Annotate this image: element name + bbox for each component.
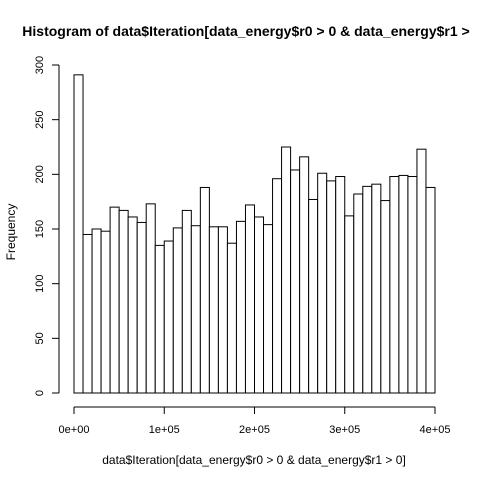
histogram-bar [371, 183, 382, 394]
x-axis: 0e+00 1e+05 2e+05 3e+05 4e+05 [59, 406, 451, 436]
histogram-bar [425, 186, 436, 394]
histogram-bar [100, 230, 111, 394]
histogram-bar [263, 224, 274, 394]
histogram-bar [380, 200, 391, 394]
x-tick-label: 1e+05 [149, 424, 180, 436]
histogram-bar [344, 215, 355, 394]
histogram-bar [127, 216, 138, 394]
histogram-bar [199, 186, 210, 394]
histogram-bar [353, 193, 364, 394]
histogram-bar [82, 233, 93, 394]
x-tick-label: 3e+05 [329, 424, 360, 436]
histogram-bar [335, 176, 346, 394]
y-axis: 0 50 100 150 200 250 300 [34, 56, 60, 396]
histogram-bar [172, 227, 183, 394]
histogram-bar [290, 169, 301, 394]
histogram-bar [398, 174, 409, 394]
histogram-bar [407, 176, 418, 394]
y-tick-label: 50 [34, 332, 46, 344]
histogram-bar [299, 156, 310, 394]
y-tick-label: 0 [34, 390, 46, 396]
y-tick-label: 250 [34, 110, 46, 128]
y-tick-label: 300 [34, 56, 46, 74]
y-axis-label: Frequency [4, 204, 18, 261]
histogram-bar [145, 203, 156, 394]
histogram-bar [217, 226, 228, 394]
histogram-bar [308, 198, 319, 394]
x-tick-label: 2e+05 [239, 424, 270, 436]
histogram-bar [389, 176, 400, 394]
histogram-bar [163, 240, 174, 394]
histogram-bar [326, 180, 337, 394]
histogram-bar [181, 209, 192, 394]
histogram-bar [235, 220, 246, 394]
histogram-bar [226, 242, 237, 394]
histogram-bar [272, 178, 283, 394]
histogram-bar [73, 74, 84, 394]
histogram-bar [244, 204, 256, 394]
x-axis-label: data$Iteration[data_energy$r0 > 0 & data… [102, 453, 406, 467]
y-tick-label: 100 [34, 274, 46, 292]
histogram-bar [190, 225, 201, 394]
histogram-bar [254, 216, 265, 394]
histogram-bar [362, 185, 373, 394]
histogram-bar [208, 226, 219, 394]
histogram-bar [416, 148, 427, 394]
y-tick-label: 150 [34, 220, 46, 238]
histogram-bar [281, 146, 292, 394]
histogram-bars [73, 74, 436, 394]
histogram-bar [118, 209, 129, 394]
x-tick-label: 4e+05 [420, 424, 451, 436]
histogram-bar [154, 244, 165, 394]
histogram-bar [109, 206, 120, 394]
histogram-bar [317, 172, 328, 394]
histogram-bar [91, 228, 102, 394]
y-tick-label: 200 [34, 165, 46, 183]
x-tick-label: 0e+00 [59, 424, 90, 436]
chart-title: Histogram of data$Iteration[data_energy$… [22, 23, 469, 39]
histogram-bar [136, 221, 147, 394]
